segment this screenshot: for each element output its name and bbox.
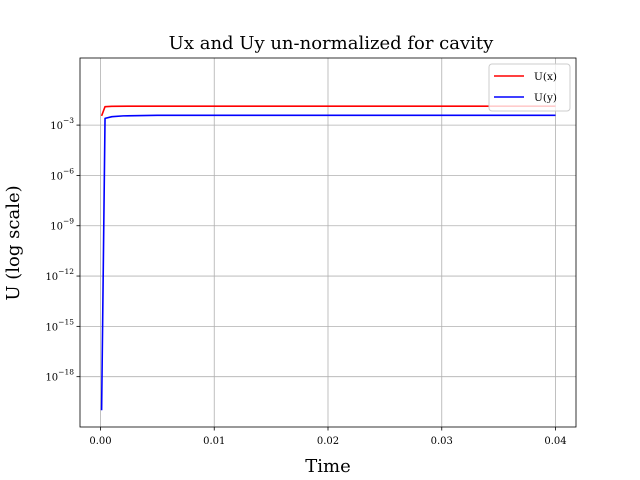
x-tick-label: 0.04 xyxy=(544,436,566,447)
x-axis-label: Time xyxy=(305,456,350,477)
series-line-uy xyxy=(100,114,556,411)
y-tick-label: 10−6 xyxy=(50,166,74,182)
y-tick-label-exponent: −9 xyxy=(63,217,74,226)
y-tick-label-base: 10 xyxy=(50,171,63,182)
y-tick-label-exponent: −12 xyxy=(58,267,74,276)
y-tick-label-base: 10 xyxy=(45,373,58,384)
legend-label-uy: U(y) xyxy=(534,92,557,104)
chart-title: Ux and Uy un-normalized for cavity xyxy=(169,33,494,54)
x-tick-label: 0.00 xyxy=(89,436,111,447)
legend-box xyxy=(488,63,571,112)
y-tick-label: 10−9 xyxy=(50,217,74,233)
y-tick-label: 10−18 xyxy=(45,368,74,384)
y-tick-label-exponent: −3 xyxy=(63,116,74,125)
y-tick-label-base: 10 xyxy=(45,272,58,283)
x-tick-label: 0.01 xyxy=(203,436,225,447)
y-tick-label-exponent: −15 xyxy=(58,317,74,326)
grid-layer xyxy=(80,58,576,427)
x-tick-label: 0.03 xyxy=(431,436,453,447)
y-tick-label: 10−15 xyxy=(45,317,74,333)
series-layer xyxy=(100,105,556,411)
x-axis-ticks: 0.00 0.01 0.02 0.03 0.04 xyxy=(89,427,567,447)
series-line-ux xyxy=(100,105,556,117)
y-tick-label: 10−12 xyxy=(45,267,74,283)
legend-label-ux: U(x) xyxy=(534,71,557,83)
y-axis-label: U (log scale) xyxy=(3,185,24,300)
y-tick-label-base: 10 xyxy=(50,121,63,132)
y-tick-label-base: 10 xyxy=(50,222,63,233)
x-tick-label: 0.02 xyxy=(317,436,339,447)
y-tick-label-exponent: −18 xyxy=(58,368,74,377)
y-tick-label-exponent: −6 xyxy=(63,166,74,175)
y-tick-label-base: 10 xyxy=(45,322,58,333)
legend: U(x) U(y) xyxy=(488,63,571,112)
y-tick-label: 10−3 xyxy=(50,116,74,132)
